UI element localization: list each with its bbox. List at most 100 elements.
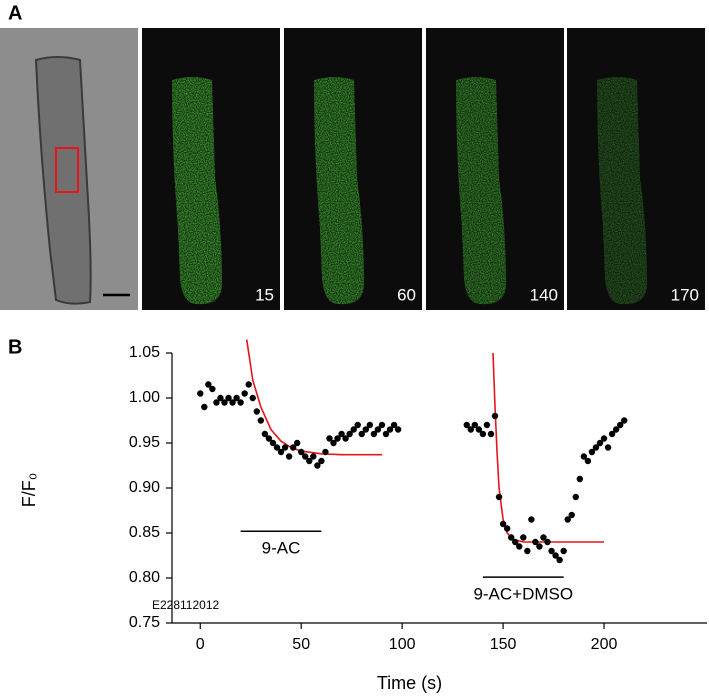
annotation-label: 9-AC	[262, 539, 301, 558]
y-tick-label: 1.00	[129, 389, 160, 406]
brightfield-image	[0, 28, 138, 310]
data-point	[314, 462, 321, 469]
fluorescence-panel: 170	[567, 28, 705, 310]
data-point	[253, 408, 260, 415]
fluorescence-panel: 15	[142, 28, 280, 310]
data-point	[479, 430, 487, 438]
fit-line	[245, 339, 382, 456]
data-point	[265, 435, 273, 442]
data-point	[358, 430, 365, 438]
data-point	[503, 525, 511, 532]
data-point	[471, 421, 479, 429]
data-point	[334, 435, 341, 442]
y-tick-label: 1.05	[129, 344, 160, 361]
data-point	[382, 430, 390, 438]
data-point	[273, 444, 281, 451]
data-point	[552, 552, 559, 559]
data-point	[233, 394, 240, 402]
x-tick-label: 200	[591, 636, 618, 653]
fluorescence-images: 15 60 140 170	[142, 28, 705, 310]
data-point	[499, 520, 507, 528]
data-point	[338, 430, 345, 438]
data-point	[386, 426, 394, 433]
data-point	[237, 399, 244, 406]
data-point	[463, 421, 470, 429]
data-point	[621, 417, 628, 424]
panel-label: B	[8, 336, 22, 358]
data-point	[584, 457, 592, 465]
data-point	[495, 493, 503, 501]
data-point	[201, 403, 208, 411]
data-point	[548, 547, 555, 555]
data-point	[370, 430, 378, 438]
data-point	[346, 430, 353, 438]
data-point	[592, 444, 600, 451]
data-point	[528, 516, 535, 523]
timestamp: 60	[397, 285, 416, 304]
y-tick-label: 0.85	[129, 524, 160, 541]
annotation-label: 9-AC+DMSO	[473, 585, 573, 604]
data-point	[293, 439, 301, 447]
data-point	[302, 453, 309, 460]
data-point	[249, 394, 256, 402]
data-point	[281, 444, 289, 451]
data-point	[540, 534, 547, 541]
data-point	[241, 390, 248, 397]
timestamp: 15	[255, 285, 274, 304]
data-point	[362, 426, 370, 433]
data-point	[285, 453, 293, 460]
data-point	[524, 547, 531, 555]
data-point	[354, 421, 361, 429]
data-point	[350, 426, 357, 433]
data-point	[572, 493, 579, 501]
data-point	[213, 399, 220, 406]
data-point	[491, 412, 499, 420]
data-point	[596, 439, 604, 447]
data-point	[568, 511, 575, 519]
data-point	[467, 426, 474, 433]
data-point	[487, 430, 495, 438]
plot: 0.75 0.80 0.85 0.90 0.95 1.00 1.05 0 50 100 150 200…	[19, 339, 707, 693]
data-point	[520, 534, 527, 541]
y-axis-label: F/F₀	[19, 473, 39, 507]
data-point	[277, 448, 285, 456]
data-point	[608, 430, 616, 438]
data-point	[374, 426, 382, 433]
panel-label: A	[8, 2, 22, 24]
data-point	[475, 426, 483, 433]
fit-line	[492, 352, 605, 543]
data-point	[217, 394, 224, 402]
data-point	[257, 417, 265, 424]
data-point	[330, 439, 337, 447]
data-point	[536, 543, 543, 550]
fluorescence-panel: 60	[284, 28, 422, 310]
data-point	[245, 381, 252, 388]
data-point	[205, 381, 212, 388]
data-point	[298, 448, 305, 456]
x-tick-label: 150	[490, 636, 517, 653]
data-point	[289, 444, 297, 451]
data-point	[580, 453, 588, 460]
y-tick-label: 0.90	[129, 479, 160, 496]
x-tick-label: 100	[389, 636, 416, 653]
data-point	[394, 426, 402, 433]
data-point	[269, 439, 277, 447]
data-point	[390, 421, 398, 429]
data-point	[342, 435, 349, 442]
x-tick-label: 50	[292, 636, 310, 653]
data-point	[616, 421, 624, 429]
data-point	[326, 435, 333, 442]
data-point	[612, 426, 620, 433]
data-point	[560, 547, 567, 555]
timestamp: 140	[530, 285, 558, 304]
data-point	[516, 543, 523, 550]
data-point	[229, 399, 236, 406]
data-point	[576, 475, 584, 483]
y-tick-label: 0.80	[129, 569, 160, 586]
code-label: E228112012	[152, 598, 220, 612]
data-point	[544, 538, 551, 546]
data-point	[588, 448, 596, 456]
data-point	[310, 453, 317, 460]
data-point	[261, 430, 269, 438]
